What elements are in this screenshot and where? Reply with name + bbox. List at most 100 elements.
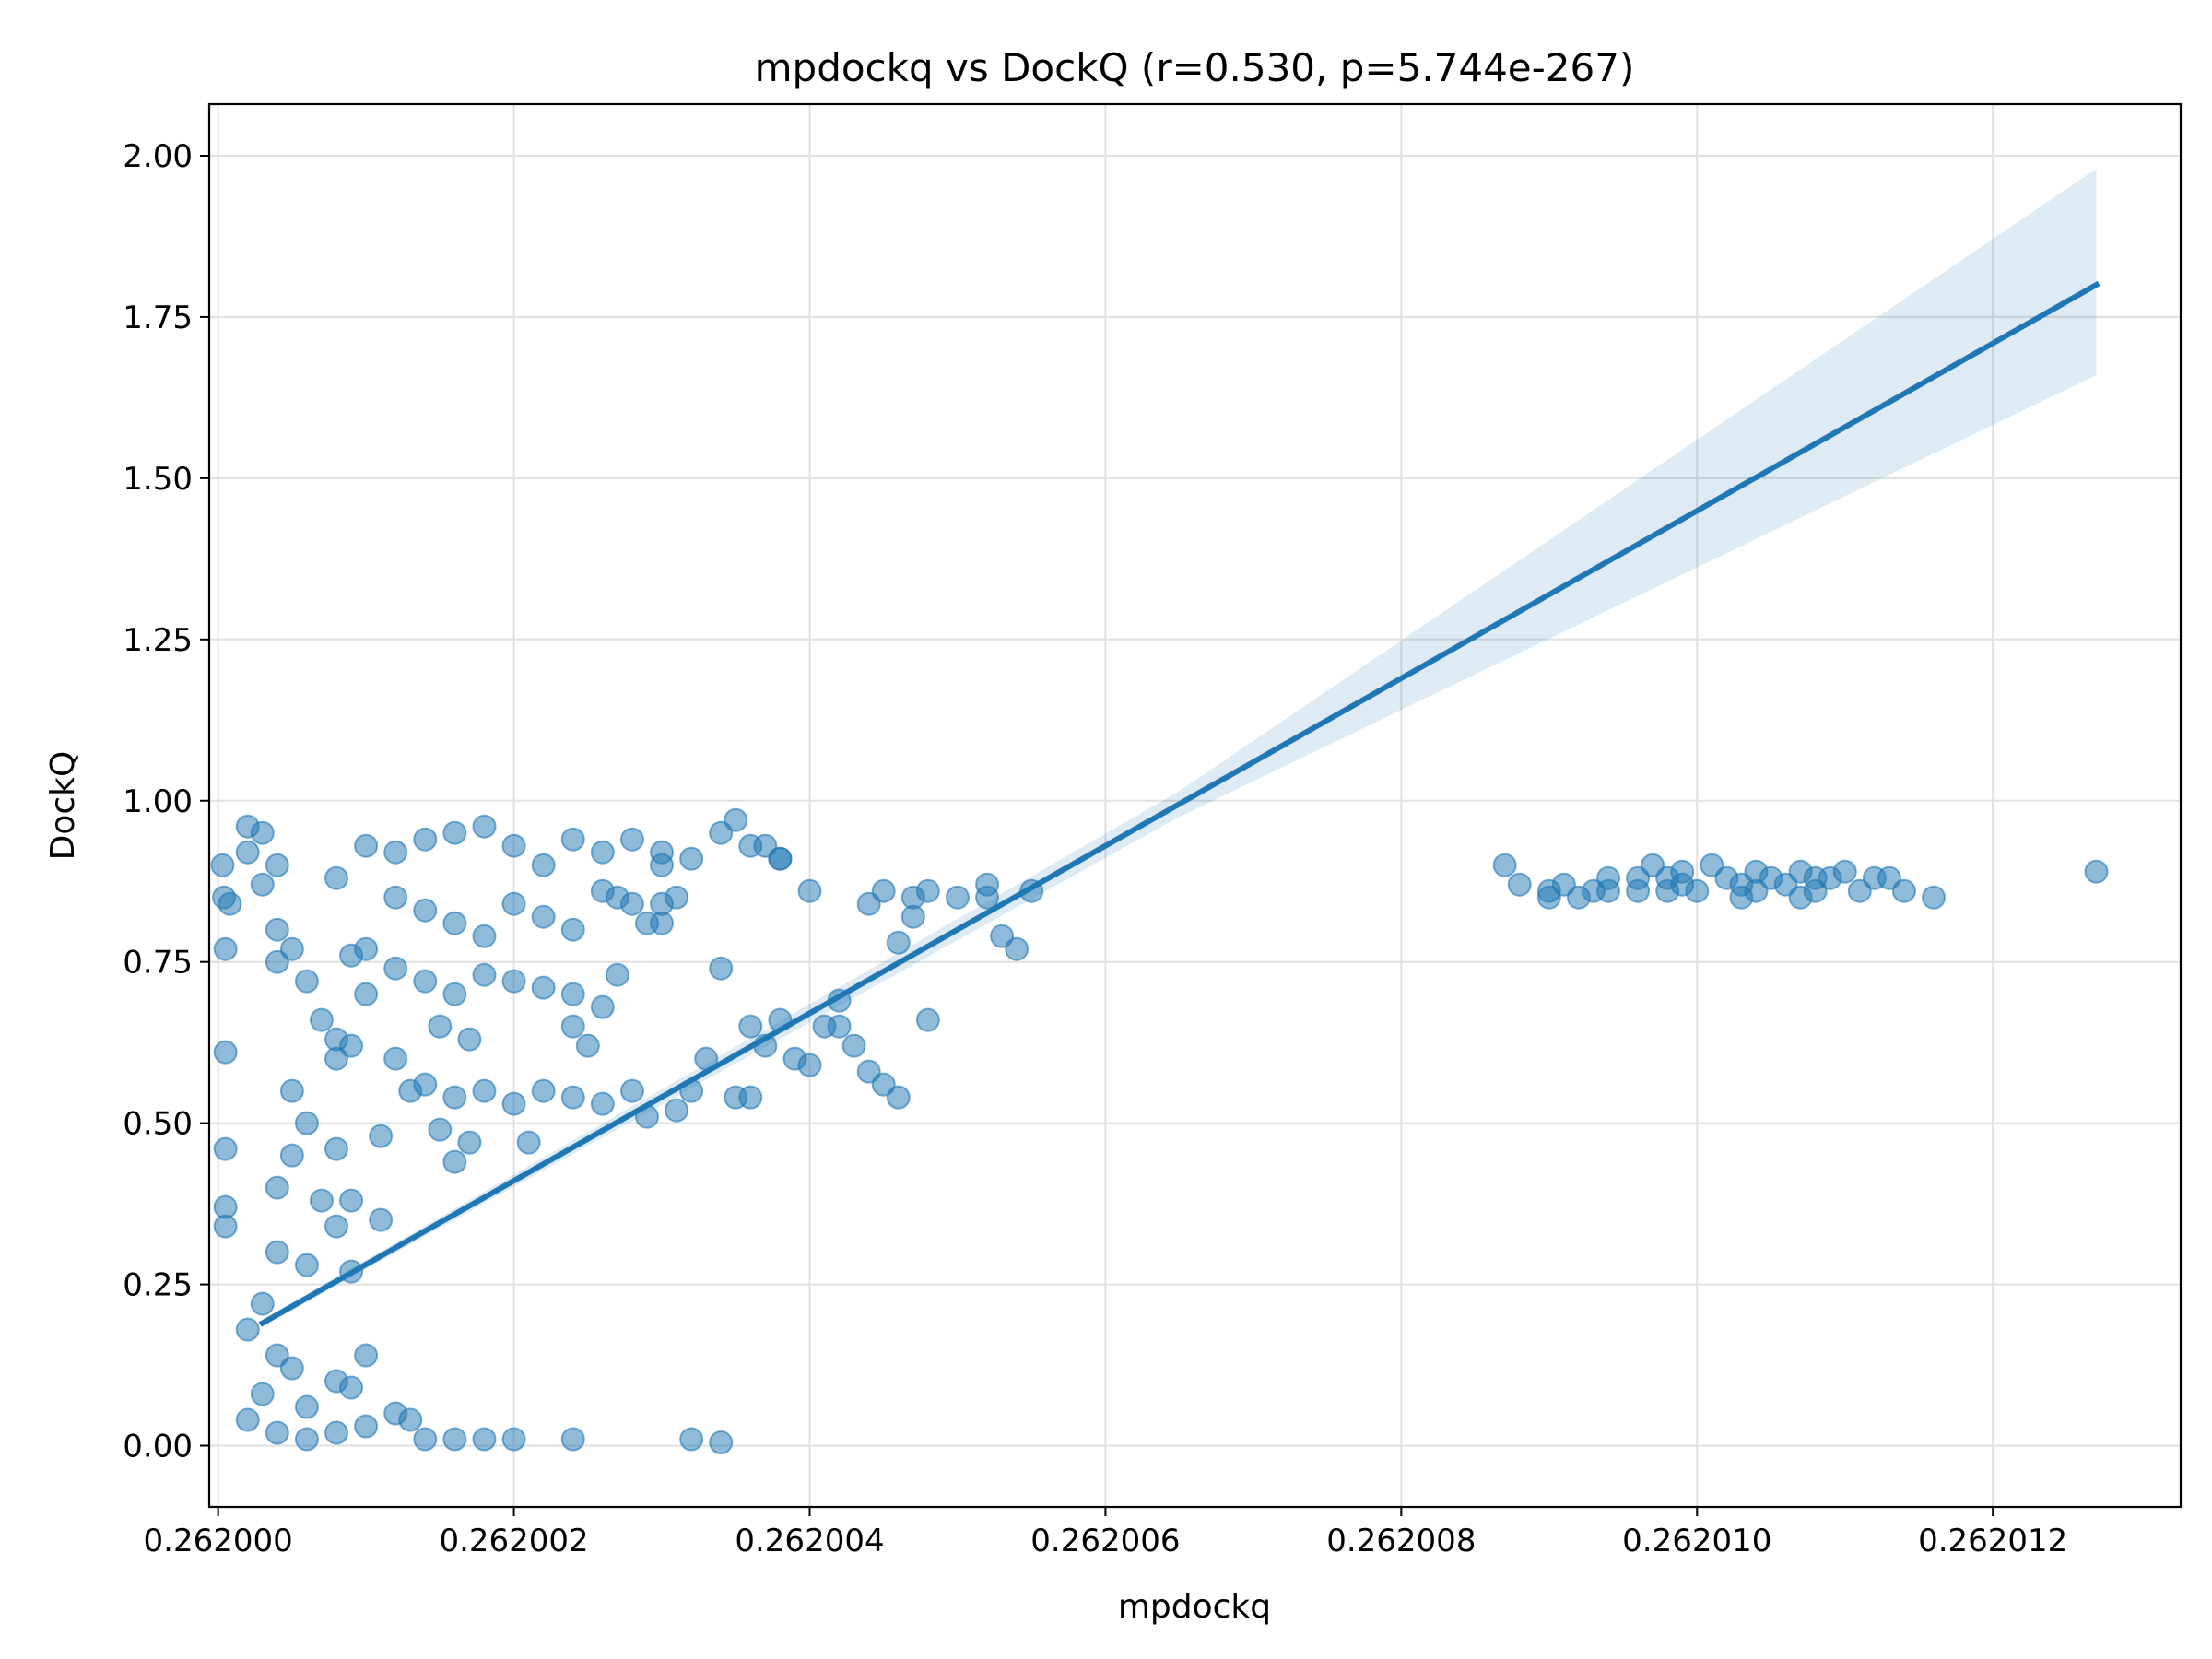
data-point: [250, 872, 275, 897]
x-tick-label: 0.262004: [735, 1523, 884, 1559]
data-point: [531, 904, 556, 929]
data-point: [235, 1317, 260, 1342]
data-point: [413, 898, 438, 923]
data-point: [531, 1078, 556, 1103]
data-point: [590, 1091, 615, 1116]
data-point: [265, 853, 289, 877]
data-point: [575, 1033, 600, 1058]
y-tick-label: 1.75: [123, 300, 193, 336]
data-point: [442, 1149, 467, 1174]
data-point: [871, 878, 896, 903]
data-point: [265, 1420, 289, 1445]
data-point: [250, 1291, 275, 1316]
data-point: [531, 853, 556, 877]
data-point: [339, 1188, 364, 1213]
data-point: [501, 891, 526, 916]
data-point: [560, 982, 585, 1006]
data-point: [472, 1427, 497, 1452]
data-point: [235, 840, 260, 865]
data-point: [797, 1053, 822, 1077]
chart-title: mpdockq vs DockQ (r=0.530, p=5.744e-267): [755, 45, 1635, 90]
data-point: [665, 885, 689, 910]
data-point: [827, 1014, 852, 1039]
data-point: [516, 1130, 541, 1155]
data-point: [797, 878, 822, 903]
data-point: [560, 917, 585, 942]
data-point: [650, 853, 675, 877]
data-point: [213, 1136, 238, 1161]
data-point: [679, 846, 704, 871]
data-point: [457, 1027, 482, 1052]
data-point: [250, 1382, 275, 1406]
data-point: [1596, 878, 1620, 903]
data-point: [619, 827, 644, 852]
y-tick-label: 0.25: [123, 1267, 193, 1304]
data-point: [213, 1214, 238, 1239]
data-point: [975, 885, 1000, 910]
x-tick-label: 0.262012: [1918, 1523, 2067, 1559]
data-point: [413, 827, 438, 852]
data-point: [841, 1033, 866, 1058]
data-point: [531, 975, 556, 1000]
data-point: [324, 865, 348, 890]
data-point: [265, 917, 289, 942]
y-axis-ticks: 0.00 0.25 0.50 0.75 1.00 1.25 1.50 1.75 2.00: [123, 138, 209, 1465]
data-point: [665, 1098, 689, 1123]
data-point: [294, 1394, 319, 1419]
data-point: [501, 1427, 526, 1452]
data-point: [753, 833, 778, 858]
data-point: [590, 840, 615, 865]
data-point: [472, 924, 497, 948]
data-point: [915, 878, 940, 903]
data-point: [354, 833, 379, 858]
y-tick-label: 1.25: [123, 622, 193, 659]
data-point: [279, 1356, 304, 1381]
data-point: [709, 956, 734, 981]
data-point: [1492, 853, 1517, 877]
data-point: [294, 1427, 319, 1452]
data-point: [213, 1040, 238, 1065]
data-point: [265, 1175, 289, 1200]
data-point: [915, 1007, 940, 1032]
data-point: [886, 1085, 911, 1110]
y-tick-label: 0.00: [123, 1429, 193, 1465]
data-point: [501, 969, 526, 994]
data-point: [1891, 878, 1916, 903]
data-point: [354, 982, 379, 1006]
data-point: [324, 1214, 348, 1239]
data-point: [413, 969, 438, 994]
data-point: [383, 885, 408, 910]
data-point: [279, 1143, 304, 1168]
data-point: [398, 1407, 423, 1432]
y-tick-label: 0.50: [123, 1106, 193, 1143]
data-point: [265, 1240, 289, 1265]
data-point: [369, 1124, 394, 1148]
regression-line: [258, 280, 2100, 1327]
data-point: [724, 807, 748, 832]
data-point: [560, 1427, 585, 1452]
data-point: [279, 936, 304, 961]
data-point: [442, 1085, 467, 1110]
data-point: [1005, 936, 1030, 961]
data-point: [442, 982, 467, 1006]
data-point: [472, 814, 497, 839]
data-point: [501, 833, 526, 858]
data-point: [560, 827, 585, 852]
data-point: [294, 1253, 319, 1277]
data-point: [213, 936, 238, 961]
data-point: [324, 1136, 348, 1161]
data-point: [369, 1207, 394, 1232]
data-point: [383, 956, 408, 981]
data-point: [309, 1007, 334, 1032]
data-point: [442, 1427, 467, 1452]
x-axis-label: mpdockq: [1118, 1588, 1271, 1626]
x-tick-label: 0.262006: [1030, 1523, 1180, 1559]
y-tick-label: 0.75: [123, 945, 193, 982]
y-axis-label: DockQ: [44, 751, 82, 861]
data-point: [605, 962, 629, 987]
data-point: [709, 1430, 734, 1455]
x-axis-ticks: 0.262000 0.262002 0.262004 0.262006 0.262008…: [144, 1507, 2067, 1559]
y-tick-label: 1.00: [123, 783, 193, 820]
data-point: [235, 1407, 260, 1432]
